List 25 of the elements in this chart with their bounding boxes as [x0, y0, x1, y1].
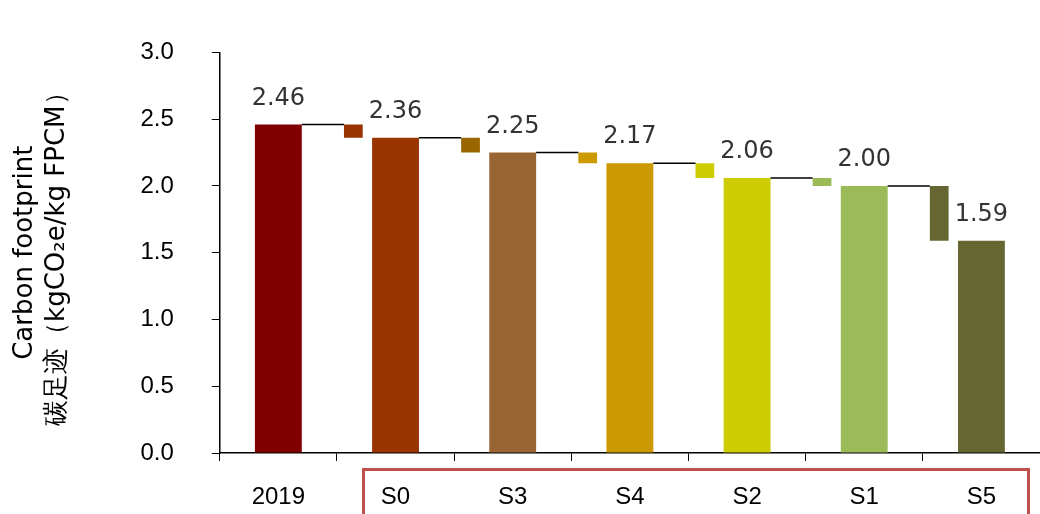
y-tick-label: 2.0 — [140, 170, 174, 198]
x-tick-label: S0 — [380, 482, 411, 510]
data-label: 2.36 — [368, 96, 423, 125]
y-tick-label: 0.5 — [140, 370, 174, 398]
x-tick-label: S4 — [615, 482, 645, 510]
x-tick-label: 2019 — [251, 482, 306, 510]
x-tick-label: S2 — [732, 482, 762, 510]
data-label: 2.06 — [720, 136, 774, 165]
bar — [489, 152, 537, 453]
x-tick-label: S5 — [966, 482, 997, 510]
bar — [254, 124, 302, 453]
data-label: 2.00 — [837, 144, 891, 173]
x-tick-label: S1 — [849, 482, 879, 510]
data-label: 2.46 — [251, 82, 306, 111]
data-label: 2.17 — [603, 121, 657, 150]
y-tick-label: 1.5 — [140, 237, 174, 265]
y-axis-title: Carbon footprint 碳足迹（kgCO₂e/kg FPCM） — [8, 79, 70, 427]
data-label: 2.25 — [485, 110, 540, 139]
data-label: 1.59 — [954, 198, 1009, 227]
y-tick-label: 0.0 — [140, 437, 174, 465]
x-tick-label: S3 — [498, 482, 528, 510]
y-tick-label: 3.0 — [140, 37, 174, 65]
bar — [461, 137, 480, 153]
y-tick-label: 1.0 — [140, 304, 174, 332]
y-tick-label: 2.5 — [140, 103, 174, 131]
